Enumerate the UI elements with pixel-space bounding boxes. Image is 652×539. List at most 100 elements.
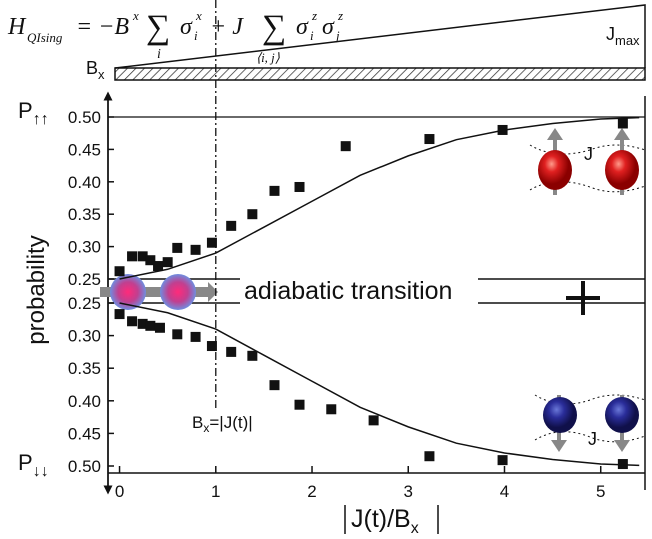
y2-tick-label: 0.40 bbox=[68, 392, 101, 411]
atom bbox=[605, 150, 639, 190]
formula: H QIsing = −B x ∑ i σ i x + J ∑ ⟨i, j⟩ σ… bbox=[7, 8, 343, 65]
data-point bbox=[206, 237, 217, 248]
formula-part: ∑ bbox=[262, 9, 286, 46]
threshold-label: Bx=|J(t)| bbox=[192, 413, 253, 435]
data-point bbox=[172, 329, 183, 340]
j-ramp bbox=[114, 4, 646, 69]
atom bbox=[543, 397, 577, 433]
formula-part: ∑ bbox=[146, 9, 170, 46]
data-point bbox=[247, 209, 258, 220]
fit-curve bbox=[119, 116, 640, 280]
y2-tick-label: 0.35 bbox=[68, 359, 101, 378]
label-part: ↓↓ bbox=[33, 463, 49, 480]
data-point bbox=[154, 322, 165, 333]
plus-sign bbox=[566, 281, 600, 315]
formula-part: QIsing bbox=[27, 30, 63, 45]
x-tick-label: 3 bbox=[404, 482, 413, 501]
data-point bbox=[114, 266, 125, 277]
x-axis-label: J(t)/Bx bbox=[344, 505, 439, 537]
data-point bbox=[247, 350, 258, 361]
formula-part: z bbox=[311, 8, 317, 23]
label-part: x bbox=[203, 421, 209, 435]
formula-part: σ bbox=[322, 14, 335, 40]
atoms-up: J bbox=[529, 128, 646, 195]
formula-part: j bbox=[334, 28, 340, 43]
label-part: max bbox=[615, 33, 640, 48]
x-tick-label: 0 bbox=[115, 482, 124, 501]
atom bbox=[605, 397, 639, 433]
label-part: J bbox=[606, 24, 615, 44]
y-tick-label: 0.25 bbox=[68, 270, 101, 289]
x-label-text: J(t)/Bx bbox=[351, 505, 419, 537]
data-point bbox=[127, 316, 138, 327]
y-axis-label: probability bbox=[23, 235, 50, 344]
data-point bbox=[269, 185, 280, 196]
j-label: J bbox=[588, 429, 597, 449]
data-point bbox=[424, 451, 435, 462]
bx-bar bbox=[114, 67, 646, 81]
label-part: x bbox=[411, 520, 419, 537]
transition-label: adiabatic transition bbox=[244, 277, 452, 305]
data-point bbox=[114, 309, 125, 320]
atoms-left bbox=[100, 274, 218, 310]
label-part: B bbox=[86, 58, 98, 78]
data-point bbox=[153, 261, 164, 272]
data-point bbox=[127, 251, 138, 262]
formula-part: + J bbox=[210, 14, 244, 40]
bx-label: Bx bbox=[86, 58, 105, 82]
y2-tick-label: 0.25 bbox=[68, 294, 101, 313]
data-point bbox=[269, 380, 280, 391]
data-point bbox=[497, 455, 508, 466]
x-tick-label: 4 bbox=[500, 482, 509, 501]
data-point bbox=[226, 220, 237, 231]
atom bbox=[160, 274, 196, 310]
data-point bbox=[137, 318, 148, 329]
y-tick-label: 0.40 bbox=[68, 173, 101, 192]
y-end-label: P↑↑ bbox=[18, 98, 49, 128]
y-tick-label: 0.35 bbox=[68, 205, 101, 224]
formula-part: i bbox=[194, 28, 198, 43]
y2-tick-label: 0.50 bbox=[68, 457, 101, 476]
formula-part: i bbox=[310, 28, 314, 43]
formula-part: σ bbox=[296, 14, 309, 40]
data-point bbox=[206, 341, 217, 352]
y-end-label: P↓↓ bbox=[18, 450, 49, 480]
formula-part: x bbox=[195, 8, 202, 23]
data-point bbox=[145, 320, 156, 331]
data-point bbox=[294, 399, 305, 410]
data-point bbox=[424, 134, 435, 145]
formula-part: x bbox=[132, 8, 139, 23]
data-point bbox=[172, 242, 183, 253]
atom bbox=[538, 150, 572, 190]
label-part: P bbox=[18, 450, 33, 475]
atoms-down: J bbox=[534, 394, 646, 452]
y2-tick-label: 0.30 bbox=[68, 327, 101, 346]
label-part: J(t)/B bbox=[351, 505, 411, 533]
label-part: ↑↑ bbox=[33, 111, 49, 128]
data-point bbox=[190, 244, 201, 255]
x-tick-label: 2 bbox=[307, 482, 316, 501]
y-tick-label: 0.50 bbox=[68, 108, 101, 127]
label-part: =|J(t)| bbox=[209, 413, 252, 432]
data-point bbox=[145, 255, 156, 266]
y-tick-label: 0.45 bbox=[68, 140, 101, 159]
data-point bbox=[137, 251, 148, 262]
data-point bbox=[190, 331, 201, 342]
data-point bbox=[162, 257, 173, 268]
formula-part: ⟨i, j⟩ bbox=[256, 50, 280, 65]
j-label: J bbox=[584, 144, 593, 164]
fit-curve bbox=[119, 302, 640, 467]
data-point bbox=[294, 181, 305, 192]
data-point bbox=[226, 346, 237, 357]
y2-tick-label: 0.45 bbox=[68, 424, 101, 443]
data-point bbox=[326, 404, 337, 415]
label-part: B bbox=[192, 413, 203, 432]
formula-part: = −B bbox=[76, 14, 129, 40]
data-point bbox=[340, 141, 351, 152]
formula-part: H bbox=[7, 14, 27, 40]
y-tick-label: 0.30 bbox=[68, 238, 101, 257]
formula-part: i bbox=[157, 47, 161, 62]
jmax-label: Jmax bbox=[606, 24, 640, 48]
data-point bbox=[368, 415, 379, 426]
